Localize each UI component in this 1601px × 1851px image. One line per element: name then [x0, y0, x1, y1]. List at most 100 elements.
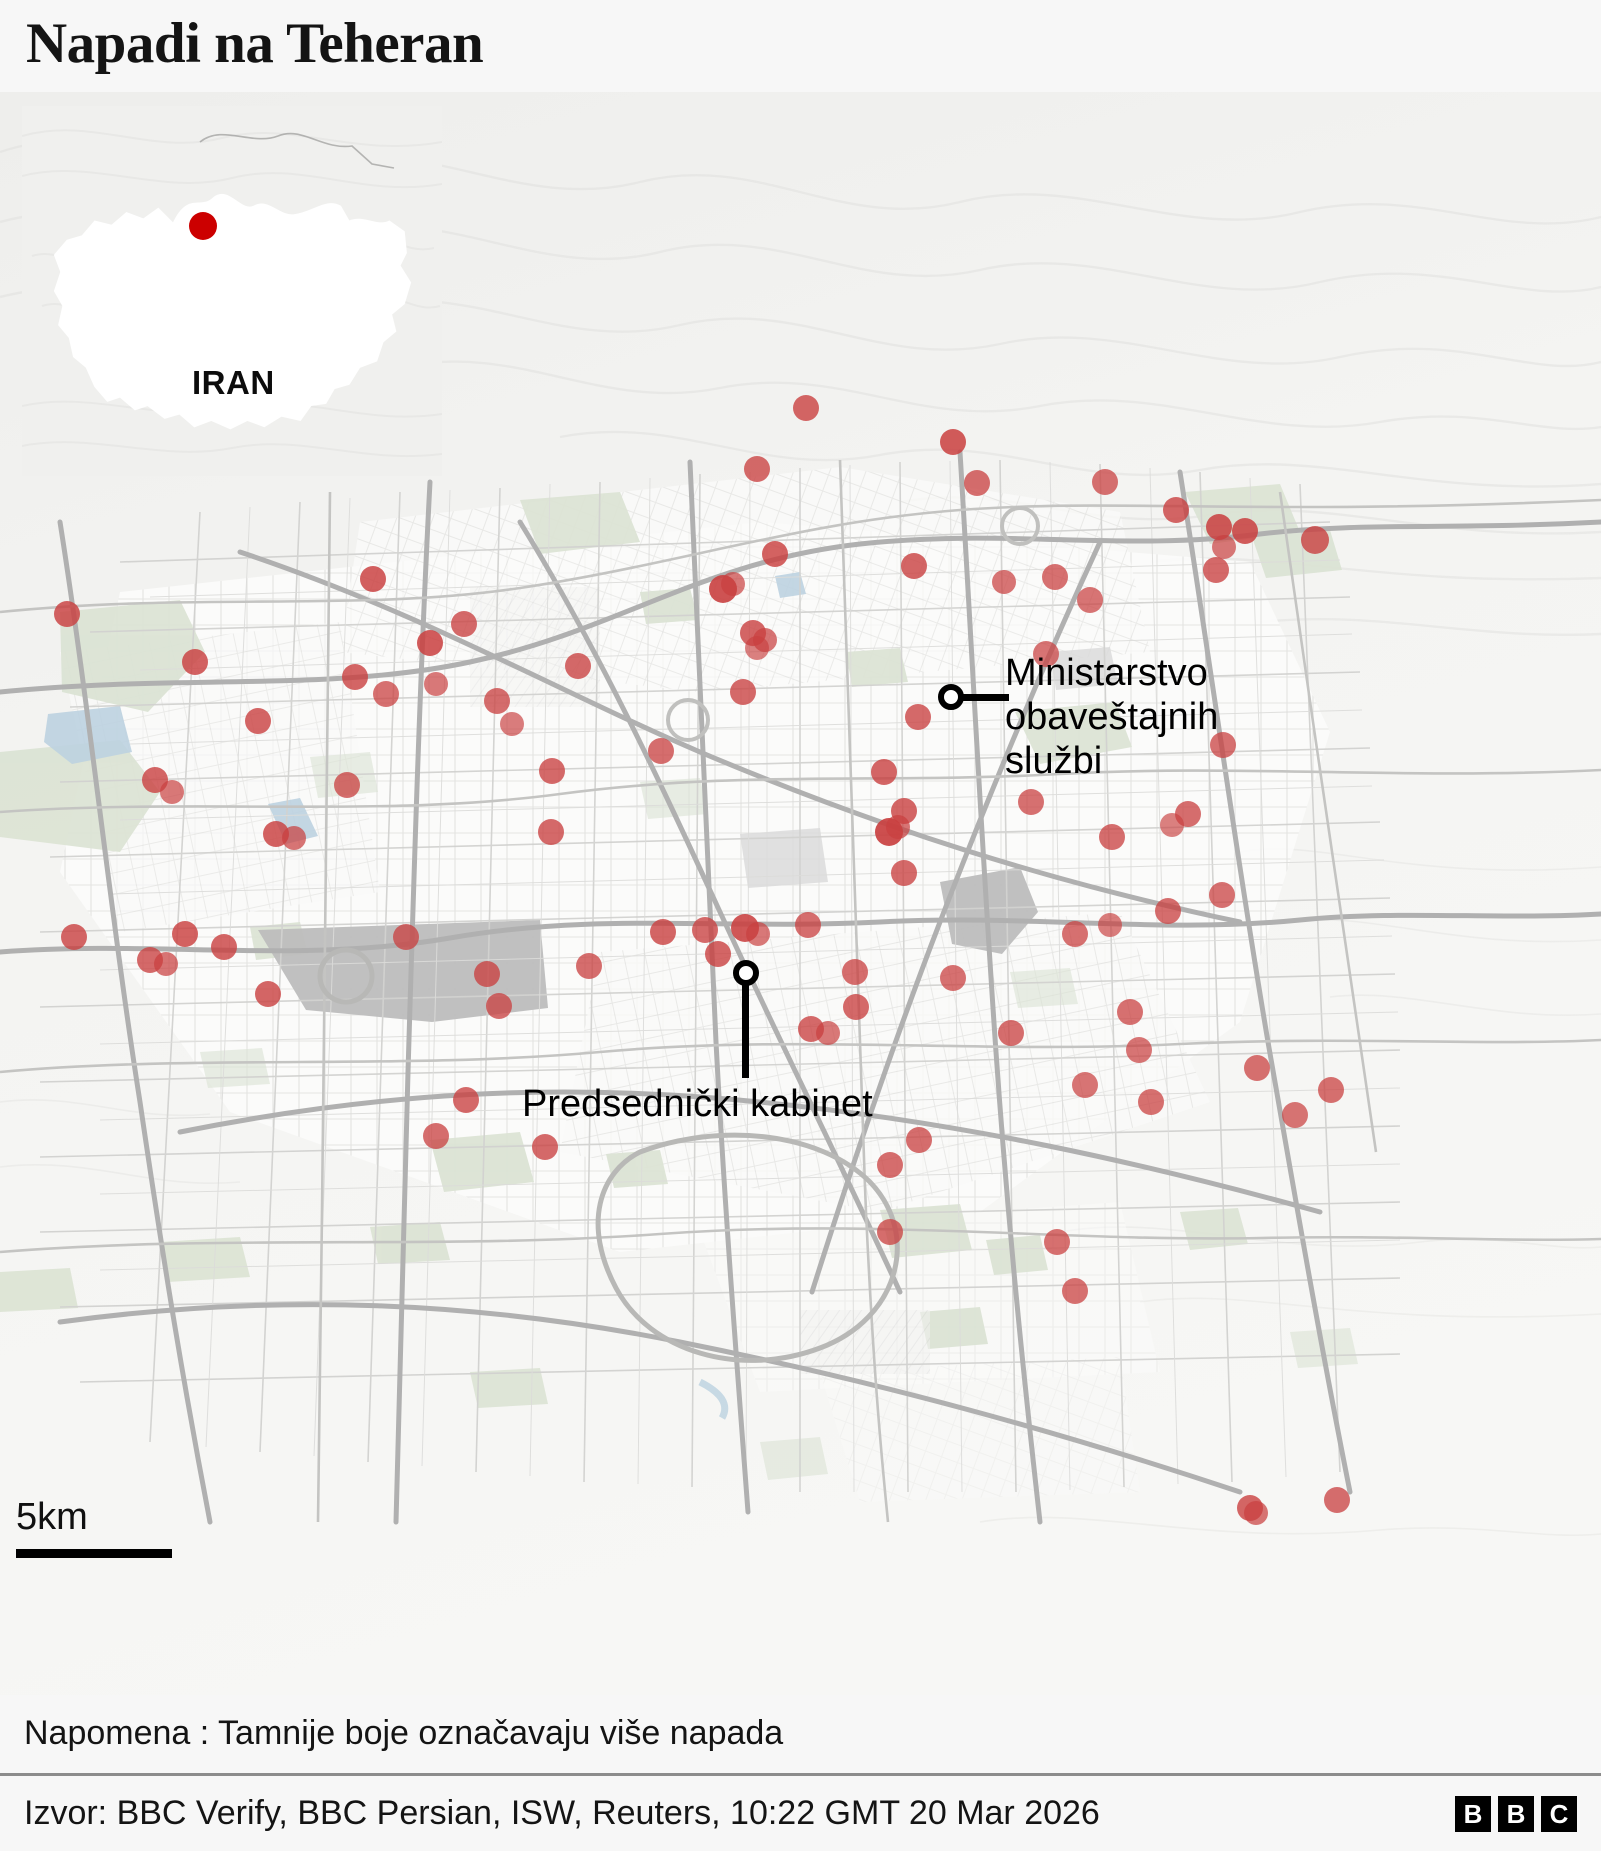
- strike-dot: [1163, 497, 1189, 523]
- strike-dot: [417, 630, 443, 656]
- strike-dot: [721, 572, 745, 596]
- strike-dot: [1062, 1278, 1088, 1304]
- strike-dot: [255, 981, 281, 1007]
- strike-dot: [886, 815, 910, 839]
- iran-inset-map: IRAN: [21, 106, 443, 476]
- strike-dot: [1206, 514, 1232, 540]
- strike-dot: [745, 636, 769, 660]
- strike-dot: [906, 1127, 932, 1153]
- strike-dot: [576, 953, 602, 979]
- strike-dot: [877, 1152, 903, 1178]
- callout-label-cabinet: Predsednički kabinet: [522, 1083, 873, 1125]
- strike-dot: [393, 924, 419, 950]
- strike-dot: [1092, 469, 1118, 495]
- strike-dot: [1062, 921, 1088, 947]
- strike-dot: [1301, 526, 1329, 554]
- callout-leader-line-cabinet: [742, 984, 749, 1078]
- strike-dot: [1210, 732, 1236, 758]
- strike-dot: [565, 653, 591, 679]
- strike-dot: [795, 912, 821, 938]
- bbc-logo-b2: B: [1498, 1796, 1534, 1832]
- strike-dot: [451, 611, 477, 637]
- strike-dot: [940, 429, 966, 455]
- strike-dot: [692, 917, 718, 943]
- strike-dot: [1244, 1055, 1270, 1081]
- strike-dot: [423, 1123, 449, 1149]
- strike-dot: [474, 961, 500, 987]
- strike-dot: [1138, 1089, 1164, 1115]
- strike-dot: [1126, 1037, 1152, 1063]
- strike-dot: [245, 708, 271, 734]
- map-canvas[interactable]: IRAN Ministarstvo obaveštajnih službi Pr…: [0, 92, 1601, 1695]
- strike-dot: [1018, 789, 1044, 815]
- strike-dot: [538, 819, 564, 845]
- strike-dot: [842, 959, 868, 985]
- strike-dot: [992, 570, 1016, 594]
- bbc-logo-c: C: [1541, 1796, 1577, 1832]
- strike-dot: [211, 934, 237, 960]
- tehran-marker-dot: [189, 212, 217, 240]
- strike-dot: [484, 688, 510, 714]
- strike-dot: [532, 1134, 558, 1160]
- strike-dot: [744, 456, 770, 482]
- strike-dot: [1209, 882, 1235, 908]
- callout-marker-cabinet[interactable]: [733, 960, 759, 986]
- strike-dot: [648, 738, 674, 764]
- strike-dot: [342, 664, 368, 690]
- strike-dot: [160, 780, 184, 804]
- callout-marker-ministry[interactable]: [938, 684, 964, 710]
- strike-dot: [901, 553, 927, 579]
- strike-dot: [793, 395, 819, 421]
- strike-dot: [816, 1021, 840, 1045]
- strike-dot: [1044, 1229, 1070, 1255]
- strike-dot: [940, 965, 966, 991]
- strike-dot: [486, 993, 512, 1019]
- strike-dot: [172, 921, 198, 947]
- strike-dot: [373, 681, 399, 707]
- inset-country-label: IRAN: [192, 364, 275, 401]
- strike-dot: [1203, 557, 1229, 583]
- strike-dot: [154, 952, 178, 976]
- strike-dot: [1324, 1487, 1350, 1513]
- bbc-logo: B B C: [1455, 1796, 1577, 1832]
- strike-dot: [1244, 1501, 1268, 1525]
- scale-bar: 5km: [16, 1495, 172, 1558]
- strike-dot: [730, 679, 756, 705]
- strike-dot: [650, 919, 676, 945]
- page-title: Napadi na Teheran: [26, 12, 484, 75]
- strike-dot: [843, 994, 869, 1020]
- strike-dot: [500, 712, 524, 736]
- strike-dot-layer: [54, 395, 1350, 1525]
- strike-dot: [1042, 564, 1068, 590]
- strike-dot: [877, 1219, 903, 1245]
- strike-dot: [1282, 1102, 1308, 1128]
- strike-dot: [1099, 824, 1125, 850]
- strike-dot: [964, 470, 990, 496]
- strike-dot: [54, 601, 80, 627]
- tehran-map: [0, 92, 1601, 1695]
- strike-dot: [998, 1020, 1024, 1046]
- strike-dot: [539, 758, 565, 784]
- strike-dot: [61, 924, 87, 950]
- strike-dot: [1117, 999, 1143, 1025]
- note-text: Napomena : Tamnije boje označavaju više …: [24, 1714, 784, 1752]
- strike-dot: [746, 922, 770, 946]
- strike-dot: [1232, 518, 1258, 544]
- source-bar: Izvor: BBC Verify, BBC Persian, ISW, Reu…: [0, 1776, 1601, 1851]
- scale-bar-line: [16, 1549, 172, 1558]
- strike-dot: [360, 566, 386, 592]
- strike-dot: [453, 1087, 479, 1113]
- strike-dot: [282, 826, 306, 850]
- source-text: Izvor: BBC Verify, BBC Persian, ISW, Reu…: [24, 1794, 1100, 1832]
- strike-dot: [762, 541, 788, 567]
- strike-dot: [182, 649, 208, 675]
- note-bar: Napomena : Tamnije boje označavaju više …: [0, 1695, 1601, 1773]
- strike-dot: [1212, 535, 1236, 559]
- scale-bar-label: 5km: [16, 1496, 88, 1538]
- strike-dot: [1077, 587, 1103, 613]
- strike-dot: [1160, 813, 1184, 837]
- strike-dot: [1072, 1072, 1098, 1098]
- strike-dot: [705, 941, 731, 967]
- strike-dot: [1098, 913, 1122, 937]
